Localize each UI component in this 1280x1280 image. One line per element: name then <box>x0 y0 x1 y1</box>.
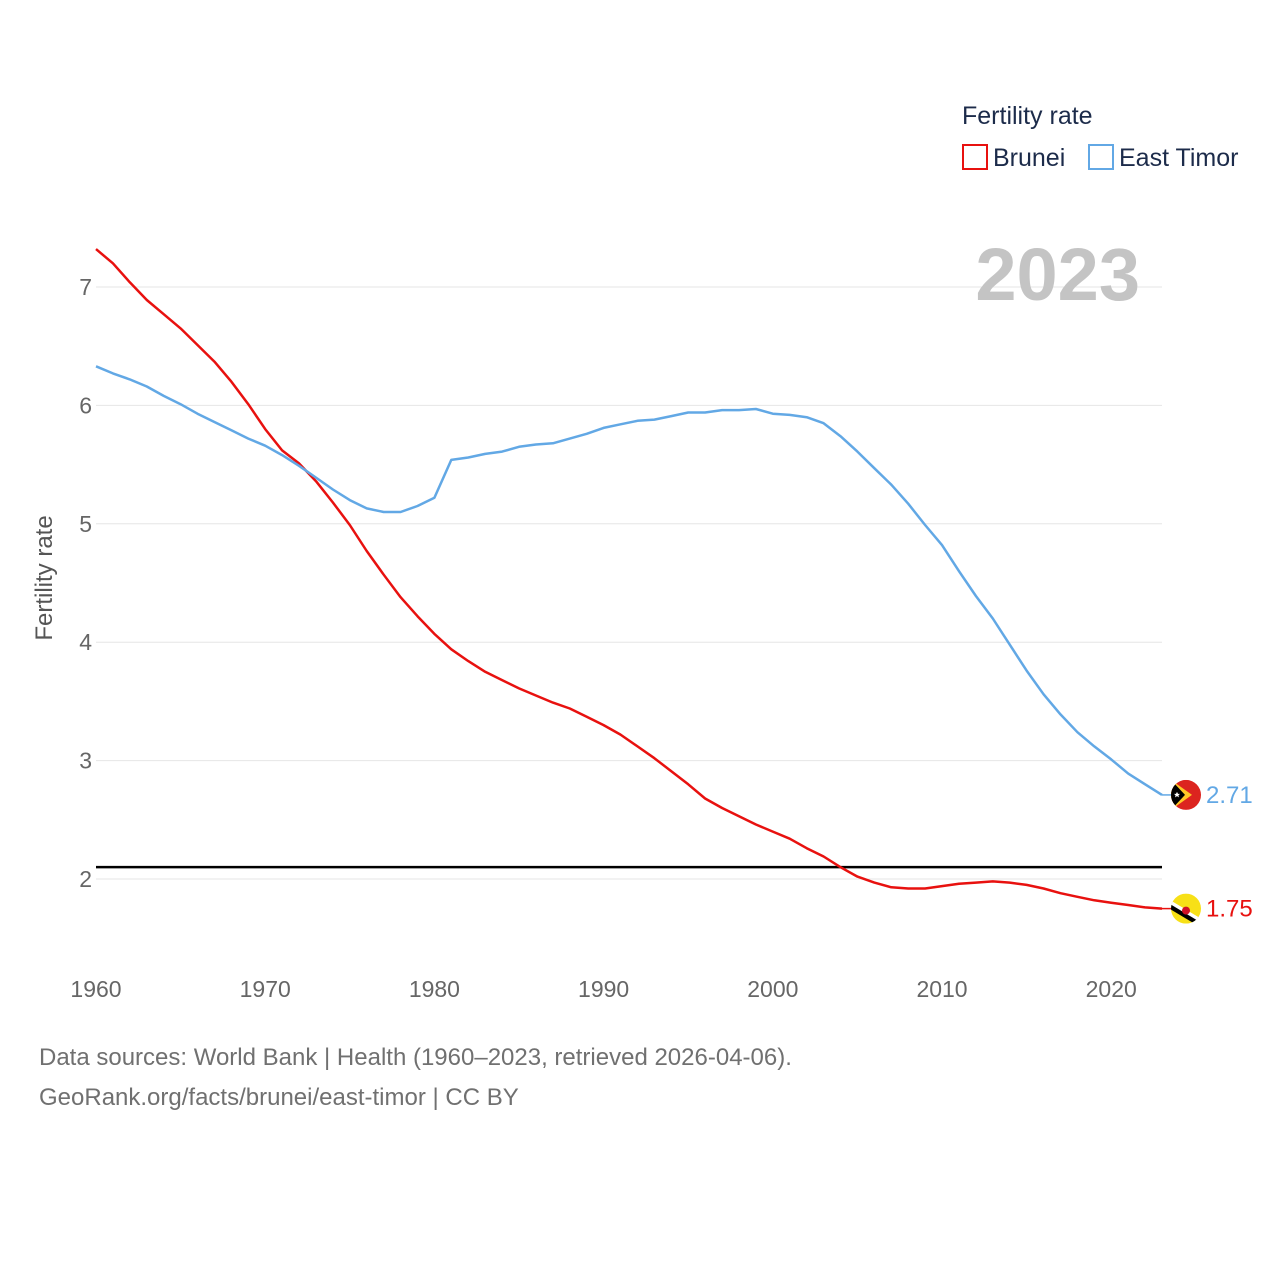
y-axis-label: Fertility rate <box>31 515 58 640</box>
end-value-east-timor: 2.71 <box>1206 782 1253 809</box>
current-year-label: 2023 <box>975 233 1140 316</box>
series-line-brunei <box>95 248 1163 910</box>
x-tick-label: 1980 <box>409 976 460 1002</box>
legend-swatch-east-timor <box>1088 144 1114 170</box>
x-tick-label: 1990 <box>578 976 629 1002</box>
series-lines <box>95 248 1171 910</box>
x-tick-label: 1960 <box>70 976 121 1002</box>
east-timor-flag-icon <box>1171 779 1201 810</box>
y-tick-label: 2 <box>79 866 92 892</box>
y-tick-label: 3 <box>79 748 92 774</box>
legend-swatch-brunei <box>962 144 988 170</box>
y-axis-ticks: 2 3 4 5 6 7 <box>79 274 92 892</box>
legend-label-brunei: Brunei <box>993 144 1065 172</box>
grid-lines <box>96 286 1162 880</box>
y-tick-label: 7 <box>79 274 92 300</box>
legend-label-east-timor: East Timor <box>1119 144 1238 172</box>
x-axis-ticks: 1960 1970 1980 1990 2000 2010 2020 <box>70 976 1136 1002</box>
x-tick-label: 1970 <box>240 976 291 1002</box>
series-line-east-timor <box>95 365 1163 796</box>
end-value-brunei: 1.75 <box>1206 896 1253 923</box>
x-tick-label: 2010 <box>916 976 967 1002</box>
brunei-flag-icon <box>1171 893 1201 924</box>
legend-title: Fertility rate <box>962 102 1093 130</box>
footer-attribution: GeoRank.org/facts/brunei/east-timor | CC… <box>39 1084 519 1111</box>
y-tick-label: 4 <box>79 629 92 655</box>
x-tick-label: 2020 <box>1086 976 1137 1002</box>
legend: Fertility rate Brunei East Timor <box>962 102 1238 172</box>
footer-sources: Data sources: World Bank | Health (1960–… <box>39 1044 792 1071</box>
x-tick-label: 2000 <box>747 976 798 1002</box>
y-tick-label: 5 <box>79 511 92 537</box>
y-tick-label: 6 <box>79 392 92 418</box>
